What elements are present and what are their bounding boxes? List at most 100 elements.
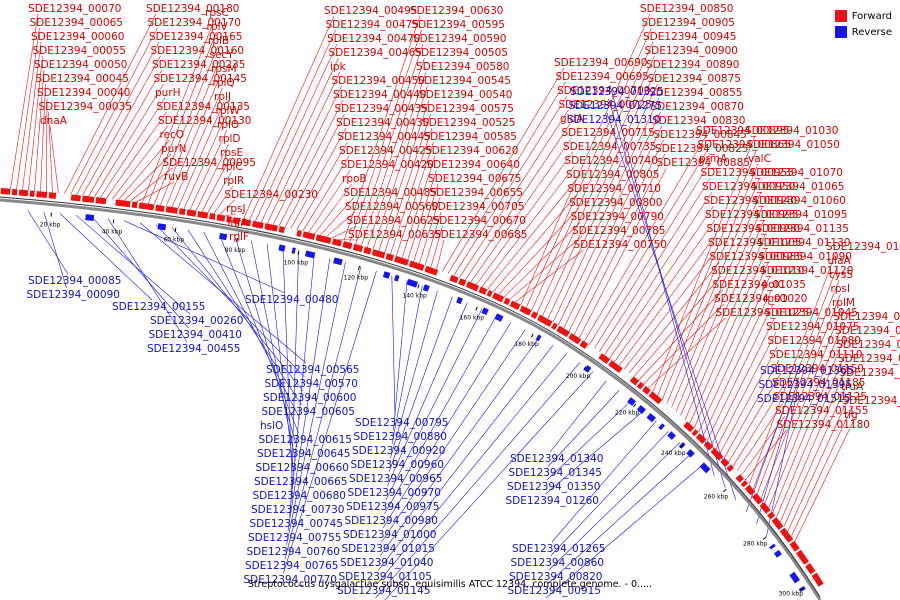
forward-gene-label: SDE12394_01025 bbox=[716, 307, 809, 319]
forward-gene-label: SDE12394_00885 bbox=[657, 157, 750, 169]
reverse-leader bbox=[548, 390, 620, 467]
forward-gene bbox=[735, 474, 744, 483]
forward-leader bbox=[272, 85, 342, 225]
forward-gene bbox=[209, 213, 216, 220]
forward-gene-label: SDE12394_01050 bbox=[747, 139, 840, 151]
forward-leader bbox=[447, 81, 566, 274]
forward-gene bbox=[70, 194, 81, 202]
reverse-gene-label: SDE12394_00665 bbox=[254, 476, 347, 488]
forward-leader bbox=[361, 57, 425, 246]
reverse-gene bbox=[636, 405, 646, 414]
forward-gene-label: SDE12394_00630 bbox=[410, 5, 503, 17]
forward-leader bbox=[10, 13, 39, 189]
forward-leader bbox=[40, 83, 46, 192]
reverse-leader bbox=[379, 336, 540, 557]
forward-leader bbox=[436, 239, 445, 270]
reverse-leader bbox=[384, 371, 594, 600]
forward-gene bbox=[478, 286, 488, 295]
forward-gene-label: SDE12394_00675 bbox=[428, 173, 521, 185]
forward-leader bbox=[243, 15, 335, 220]
forward-gene bbox=[551, 322, 558, 330]
reverse-gene bbox=[481, 307, 489, 316]
forward-gene bbox=[703, 440, 714, 451]
forward-leader bbox=[141, 17, 216, 203]
forward-leader bbox=[760, 293, 841, 499]
forward-gene-label: SDE12394_01035 bbox=[713, 279, 806, 291]
reverse-gene-label: SDE12394_00915 bbox=[508, 585, 601, 597]
reverse-gene-label: SDE12394_01275 bbox=[569, 100, 662, 112]
reverse-gene-label: SDE12394_00795 bbox=[355, 417, 448, 429]
forward-gene-label: SDE12394_01225 bbox=[835, 325, 900, 337]
forward-gene-label: SDE12394_01135 bbox=[756, 223, 849, 235]
forward-leader bbox=[698, 275, 771, 433]
reverse-gene-label: SDE12394_01515 bbox=[757, 393, 850, 405]
forward-leader bbox=[515, 249, 584, 303]
forward-leader bbox=[112, 125, 169, 200]
forward-gene-label: rplM bbox=[832, 297, 855, 309]
reverse-leader bbox=[282, 247, 293, 490]
forward-gene-label: SDE12394_01185 bbox=[772, 377, 865, 389]
axis-tick-mark bbox=[475, 306, 478, 311]
reverse-leader bbox=[287, 258, 331, 532]
forward-gene-label: rpsC bbox=[205, 7, 229, 19]
axis-tick-mark bbox=[297, 250, 300, 255]
forward-gene bbox=[767, 511, 776, 520]
forward-leader bbox=[732, 387, 783, 467]
forward-leader bbox=[249, 29, 336, 221]
reverse-gene bbox=[456, 296, 463, 305]
forward-leader bbox=[584, 135, 707, 342]
reverse-gene bbox=[798, 585, 806, 593]
forward-leader bbox=[492, 193, 578, 293]
axis-tick-label: 80 kbp bbox=[225, 247, 246, 254]
forward-gene bbox=[29, 190, 35, 197]
genome-caption: Streptococcus dysgalactiae subsp. equisi… bbox=[247, 579, 653, 590]
forward-gene bbox=[0, 188, 11, 195]
reverse-leader bbox=[606, 112, 737, 500]
forward-leader bbox=[401, 155, 436, 258]
forward-gene bbox=[492, 292, 505, 303]
reverse-leader bbox=[289, 254, 315, 518]
forward-leader bbox=[171, 87, 223, 208]
forward-gene bbox=[795, 549, 810, 565]
reverse-gene-label: SDE12394_00600 bbox=[263, 392, 356, 404]
forward-gene bbox=[598, 353, 611, 364]
forward-gene-label: SDE12394_00990 bbox=[707, 223, 800, 235]
forward-leader bbox=[657, 149, 757, 396]
forward-gene-label: SDE12394_00545 bbox=[418, 75, 511, 87]
reverse-leader bbox=[388, 296, 453, 473]
forward-leader bbox=[578, 167, 667, 339]
forward-gene bbox=[486, 290, 493, 298]
forward-leader bbox=[430, 225, 443, 268]
forward-gene-label: SDE12394_01090 bbox=[759, 251, 852, 263]
forward-gene-label: ipk bbox=[330, 61, 347, 73]
forward-leader bbox=[331, 225, 357, 239]
reverse-gene-label: SDE12394_01340 bbox=[510, 453, 603, 465]
forward-gene-label: gldA bbox=[560, 113, 584, 125]
reverse-leader bbox=[547, 452, 693, 585]
forward-leader bbox=[320, 197, 354, 236]
forward-gene bbox=[408, 260, 425, 271]
axis-tick-label: 280 kbp bbox=[743, 540, 768, 547]
reverse-gene-label: SDE12394_00975 bbox=[346, 501, 439, 513]
forward-gene bbox=[641, 385, 651, 395]
reverse-gene bbox=[686, 449, 695, 458]
forward-gene-label: SDE12394_01155 bbox=[775, 405, 868, 417]
reverse-gene bbox=[219, 233, 228, 241]
forward-gene-label: SDE12394_01120 bbox=[760, 265, 853, 277]
forward-gene-label: SDE12394_00585 bbox=[424, 131, 517, 143]
reverse-gene bbox=[157, 223, 167, 231]
forward-gene-label: SDE12394_00890 bbox=[646, 59, 739, 71]
reverse-gene-label: SDE12394_00085 bbox=[28, 275, 121, 287]
forward-leader bbox=[48, 111, 53, 193]
forward-gene-label: SDE12394_00895 bbox=[696, 125, 789, 137]
genome-backbone bbox=[0, 198, 822, 600]
forward-gene-label: SDE12394_00230 bbox=[225, 189, 318, 201]
axis-tick-mark bbox=[417, 284, 420, 289]
reverse-gene-label: SDE12394_00660 bbox=[256, 462, 349, 474]
forward-gene-label: SDE12394_00690 bbox=[554, 57, 647, 69]
forward-gene bbox=[568, 333, 582, 345]
forward-leader bbox=[372, 85, 428, 250]
reverse-gene bbox=[627, 397, 636, 406]
forward-leader bbox=[278, 99, 344, 227]
reverse-gene bbox=[494, 313, 504, 322]
